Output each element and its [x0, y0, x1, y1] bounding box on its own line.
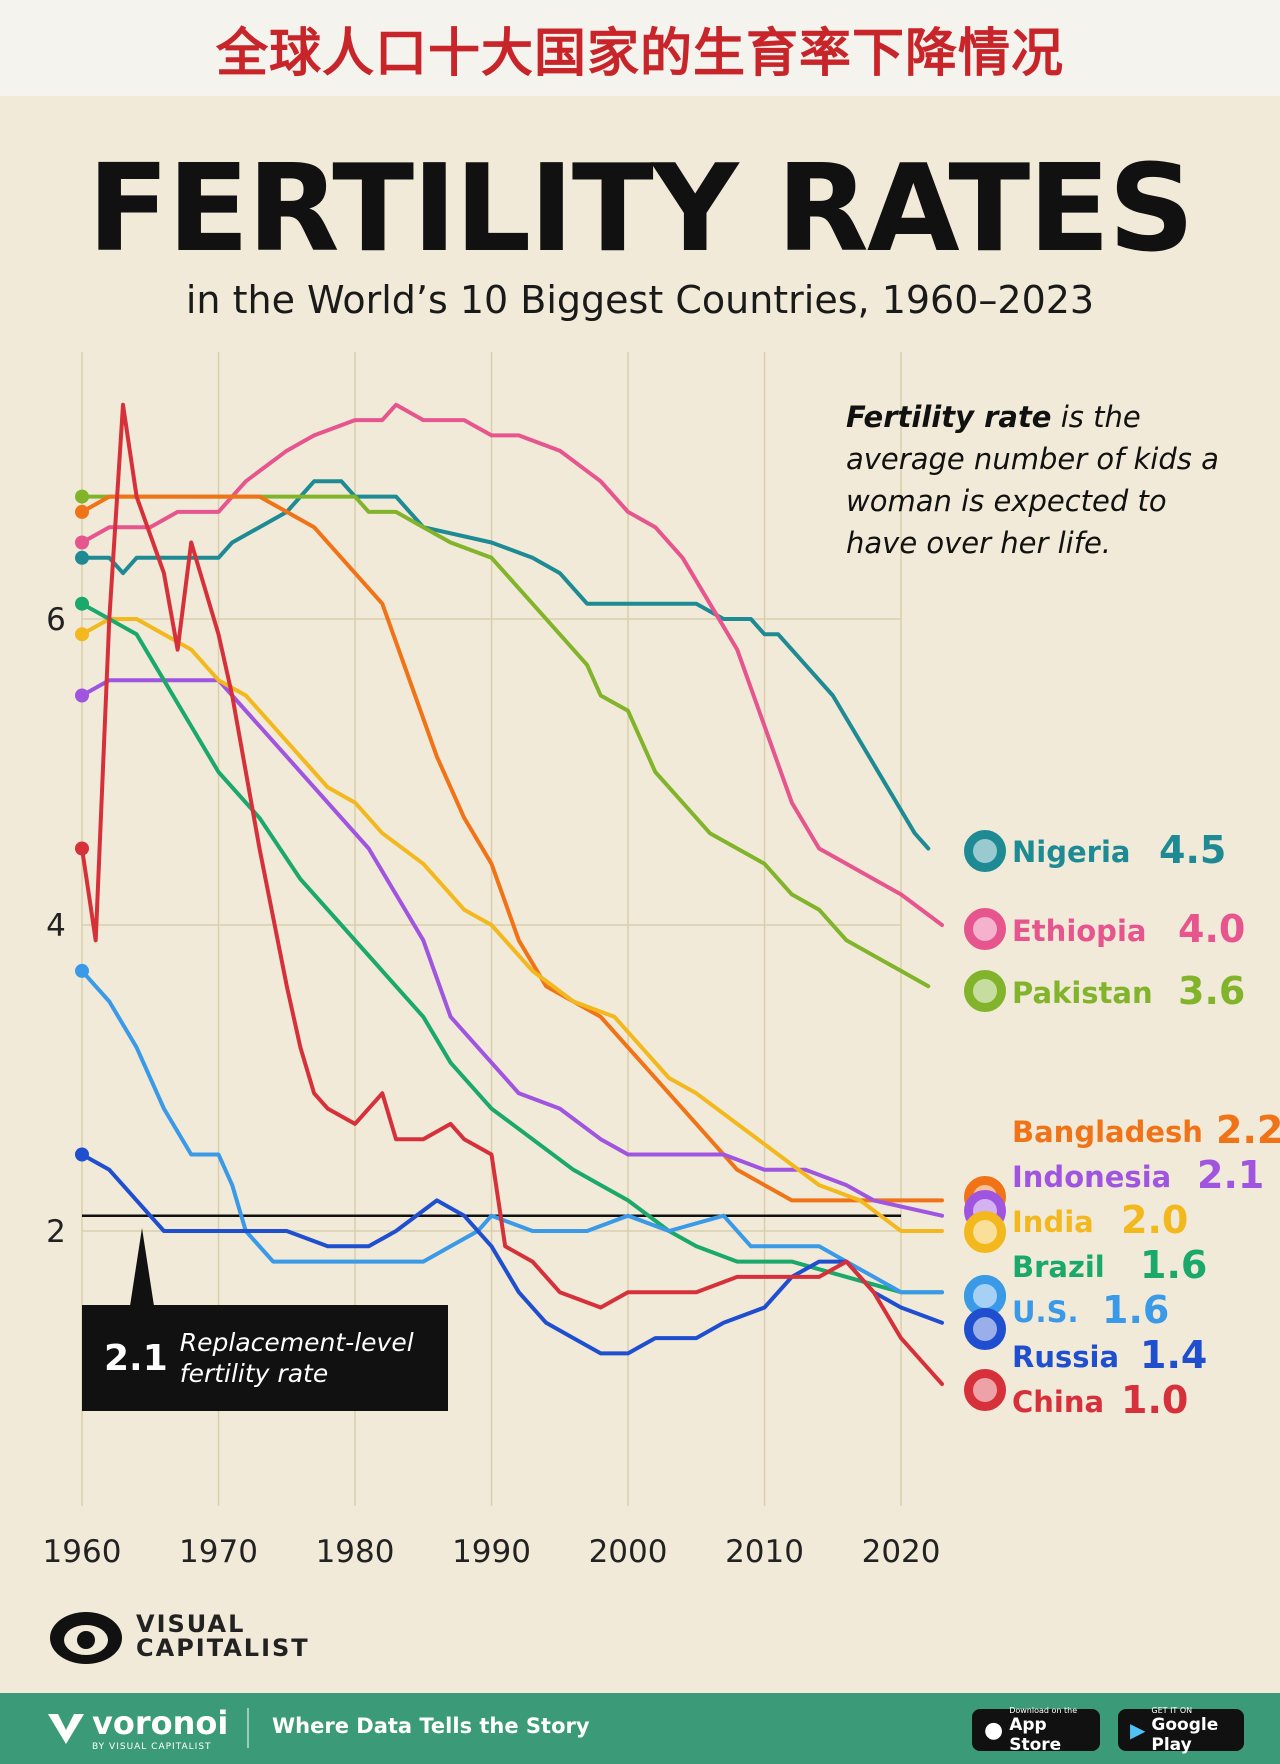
start-point-russia — [75, 1147, 89, 1162]
start-point-indonesia — [75, 688, 89, 703]
appstore-small: Download on the — [1009, 1705, 1078, 1715]
visual-capitalist-logo: VISUAL CAPITALIST — [46, 1606, 310, 1666]
voronoi-name: voronoi — [92, 1704, 229, 1742]
replacement-label-2: fertility rate — [179, 1359, 329, 1388]
series-label-russia: Russia — [1012, 1340, 1119, 1374]
definition-text: is the average number of kids a woman is… — [846, 400, 1219, 560]
app-store-button[interactable]: ● Download on the App Store — [972, 1705, 1100, 1755]
voronoi-logo[interactable]: voronoi BY VISUAL CAPITALIST — [46, 1704, 228, 1752]
series-line-china — [80, 402, 944, 1386]
series-line-russia — [80, 1152, 944, 1356]
series-layer — [75, 402, 944, 1386]
y-tick-label: 6 — [46, 602, 66, 638]
voronoi-icon — [48, 1714, 84, 1744]
series-label-nigeria: Nigeria — [1012, 835, 1130, 869]
top-banner: 全球人口十大国家的生育率下降情况 — [0, 0, 1280, 96]
chart-title: FERTILITY RATES — [87, 140, 1194, 279]
start-point-china — [75, 841, 89, 856]
russia-flag-inner — [973, 1317, 997, 1341]
start-point-brazil — [75, 596, 89, 611]
callout-pointer — [130, 1228, 154, 1306]
series-label-pakistan: Pakistan — [1012, 976, 1153, 1010]
start-point-us — [75, 963, 89, 978]
series-line-nigeria — [80, 479, 931, 851]
pakistan-flag-inner — [973, 979, 997, 1003]
replacement-callout: 2.1 Replacement-level fertility rate — [82, 1305, 448, 1411]
series-value-india: 2.0 — [1121, 1198, 1188, 1242]
series-value-bangladesh: 2.2 — [1216, 1108, 1280, 1152]
x-tick-label: 1970 — [179, 1534, 258, 1570]
apple-icon: ● — [984, 1717, 1004, 1743]
start-point-ethiopia — [75, 535, 89, 550]
series-label-indonesia: Indonesia — [1012, 1160, 1171, 1194]
googleplay-small: GET IT ON — [1151, 1705, 1193, 1715]
x-tick-label: 2010 — [725, 1534, 804, 1570]
replacement-value: 2.1 — [104, 1337, 168, 1379]
y-tick-label: 2 — [46, 1214, 66, 1250]
series-line-ethiopia — [80, 402, 944, 927]
definition-note: Fertility rate is the average number of … — [846, 396, 1246, 564]
definition-term: Fertility rate — [846, 400, 1052, 434]
chart-subtitle: in the World’s 10 Biggest Countries, 196… — [185, 278, 1095, 322]
logo-text-capitalist: CAPITALIST — [136, 1634, 310, 1662]
series-value-russia: 1.4 — [1140, 1333, 1207, 1377]
series-line-bangladesh — [80, 494, 944, 1203]
series-label-china: China — [1012, 1385, 1104, 1419]
x-tick-label: 2000 — [589, 1534, 668, 1570]
series-line-indonesia — [80, 678, 944, 1218]
x-tick-label: 1990 — [452, 1534, 531, 1570]
series-line-brazil — [80, 601, 944, 1295]
series-value-pakistan: 3.6 — [1178, 969, 1245, 1013]
series-value-nigeria: 4.5 — [1159, 828, 1226, 872]
series-label-ethiopia: Ethiopia — [1012, 914, 1146, 948]
google-play-icon: ▶ — [1130, 1718, 1146, 1742]
start-point-bangladesh — [75, 504, 89, 519]
series-labels: Nigeria 4.5 Ethiopia 4.0 Pakistan 3.6 Banglade… — [964, 828, 1280, 1422]
series-label-bangladesh: Bangladesh — [1012, 1115, 1203, 1149]
start-point-india — [75, 627, 89, 642]
appstore-big: App Store — [1009, 1714, 1062, 1755]
footer-separator — [247, 1708, 249, 1748]
series-value-us: 1.6 — [1102, 1288, 1169, 1332]
series-label-us: U.S. — [1012, 1295, 1078, 1329]
visual-capitalist-icon — [50, 1612, 122, 1664]
series-value-brazil: 1.6 — [1140, 1243, 1207, 1287]
nigeria-flag-inner — [973, 839, 997, 863]
india-flag-inner — [973, 1220, 997, 1244]
start-point-nigeria — [75, 550, 89, 565]
series-line-pakistan — [80, 494, 931, 989]
series-value-indonesia: 2.1 — [1197, 1153, 1264, 1197]
series-line-india — [80, 617, 944, 1233]
series-label-brazil: Brazil — [1012, 1250, 1105, 1284]
series-label-india: India — [1012, 1205, 1094, 1239]
us-flag-inner — [973, 1284, 997, 1308]
tagline: Where Data Tells the Story — [272, 1714, 590, 1738]
line-chart: Nigeria 4.5 Ethiopia 4.0 Pakistan 3.6 Banglade… — [43, 352, 1280, 1570]
replacement-label-1: Replacement-level — [179, 1328, 414, 1357]
banner-title: 全球人口十大国家的生育率下降情况 — [215, 23, 1064, 84]
x-tick-label: 2020 — [862, 1534, 941, 1570]
x-tick-label: 1980 — [316, 1534, 395, 1570]
x-tick-label: 1960 — [43, 1534, 122, 1570]
start-point-pakistan — [75, 489, 89, 504]
google-play-button[interactable]: ▶ GET IT ON Google Play — [1118, 1705, 1244, 1755]
china-flag-inner — [973, 1378, 997, 1402]
axes: 1960 1970 1980 1990 2000 2010 2020 2 4 6 — [43, 602, 941, 1570]
y-tick-label: 4 — [46, 908, 66, 944]
voronoi-by: BY VISUAL CAPITALIST — [92, 1742, 212, 1752]
series-value-ethiopia: 4.0 — [1178, 907, 1245, 951]
ethiopia-flag-inner — [973, 917, 997, 941]
googleplay-big: Google Play — [1151, 1714, 1219, 1755]
series-line-us — [80, 968, 944, 1295]
logo-text-visual: VISUAL — [136, 1610, 246, 1638]
series-value-china: 1.0 — [1121, 1378, 1188, 1422]
